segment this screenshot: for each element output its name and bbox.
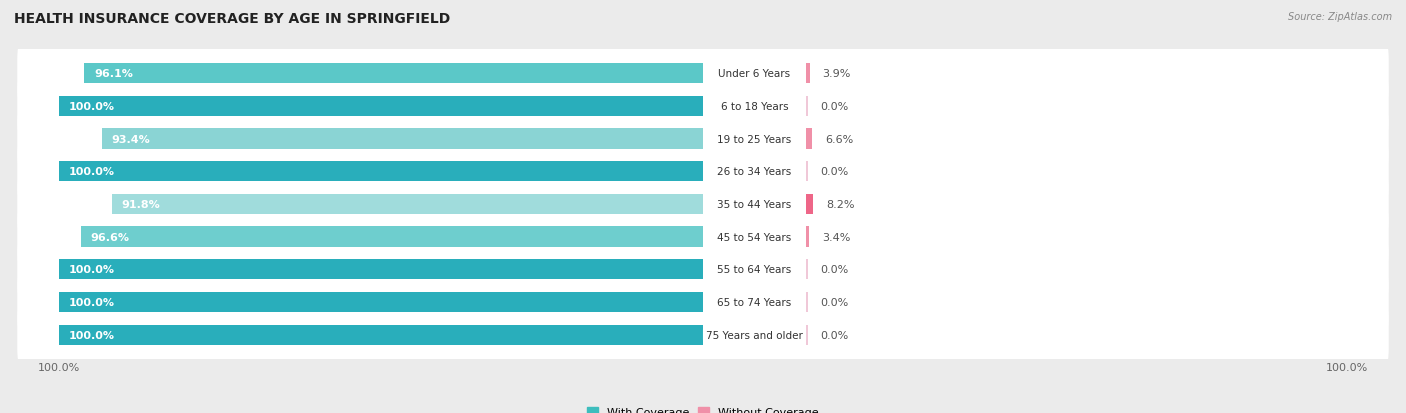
Bar	[82, 227, 703, 247]
Bar	[806, 162, 808, 182]
Text: 100.0%: 100.0%	[69, 265, 115, 275]
FancyBboxPatch shape	[17, 109, 1389, 169]
FancyBboxPatch shape	[17, 273, 1389, 332]
Text: 19 to 25 Years: 19 to 25 Years	[717, 134, 792, 144]
Text: 55 to 64 Years: 55 to 64 Years	[717, 265, 792, 275]
Bar	[59, 325, 703, 345]
Text: 91.8%: 91.8%	[121, 199, 160, 209]
Bar	[59, 162, 703, 182]
Text: Source: ZipAtlas.com: Source: ZipAtlas.com	[1288, 12, 1392, 22]
Text: 3.4%: 3.4%	[823, 232, 851, 242]
Text: 96.6%: 96.6%	[90, 232, 129, 242]
Text: 6 to 18 Years: 6 to 18 Years	[721, 102, 789, 112]
Bar	[806, 129, 813, 150]
Text: 26 to 34 Years: 26 to 34 Years	[717, 167, 792, 177]
FancyBboxPatch shape	[17, 142, 1389, 202]
Text: 100.0%: 100.0%	[69, 167, 115, 177]
FancyBboxPatch shape	[17, 44, 1389, 104]
Text: 6.6%: 6.6%	[825, 134, 853, 144]
Text: 0.0%: 0.0%	[821, 330, 849, 340]
Text: 45 to 54 Years: 45 to 54 Years	[717, 232, 792, 242]
Bar	[806, 64, 810, 84]
Bar	[806, 292, 808, 312]
Text: 96.1%: 96.1%	[94, 69, 132, 79]
Text: 8.2%: 8.2%	[827, 199, 855, 209]
Bar	[806, 195, 814, 214]
Bar	[806, 325, 808, 345]
Text: 100.0%: 100.0%	[69, 102, 115, 112]
FancyBboxPatch shape	[17, 305, 1389, 365]
Text: 0.0%: 0.0%	[821, 297, 849, 307]
Text: 100.0%: 100.0%	[69, 330, 115, 340]
Text: 65 to 74 Years: 65 to 74 Years	[717, 297, 792, 307]
Text: Under 6 Years: Under 6 Years	[718, 69, 790, 79]
Text: 3.9%: 3.9%	[823, 69, 851, 79]
Text: 0.0%: 0.0%	[821, 167, 849, 177]
Text: 0.0%: 0.0%	[821, 102, 849, 112]
Text: HEALTH INSURANCE COVERAGE BY AGE IN SPRINGFIELD: HEALTH INSURANCE COVERAGE BY AGE IN SPRI…	[14, 12, 450, 26]
Legend: With Coverage, Without Coverage: With Coverage, Without Coverage	[582, 403, 824, 413]
Bar	[59, 97, 703, 117]
Text: 93.4%: 93.4%	[111, 134, 150, 144]
Bar	[806, 227, 808, 247]
Bar	[101, 129, 703, 150]
FancyBboxPatch shape	[17, 240, 1389, 299]
Text: 35 to 44 Years: 35 to 44 Years	[717, 199, 792, 209]
Bar	[59, 292, 703, 312]
Bar	[806, 259, 808, 280]
FancyBboxPatch shape	[17, 207, 1389, 267]
FancyBboxPatch shape	[17, 77, 1389, 136]
Bar	[84, 64, 703, 84]
Bar	[112, 195, 703, 214]
Text: 75 Years and older: 75 Years and older	[706, 330, 803, 340]
Text: 0.0%: 0.0%	[821, 265, 849, 275]
Text: 100.0%: 100.0%	[69, 297, 115, 307]
Bar	[806, 97, 808, 117]
Bar	[59, 259, 703, 280]
FancyBboxPatch shape	[17, 175, 1389, 234]
